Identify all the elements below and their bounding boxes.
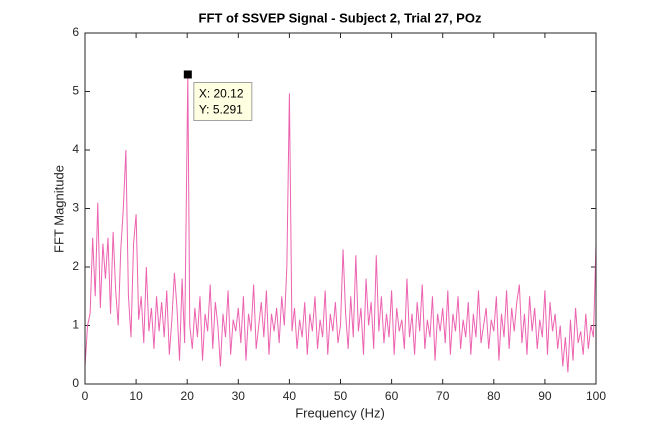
datatip-marker: [183, 70, 192, 79]
x-tick-label: 80: [487, 389, 501, 403]
plot-area: [85, 33, 596, 384]
x-tick-label: 60: [385, 389, 399, 403]
y-tick-label: 5: [72, 84, 79, 98]
x-tick-label: 90: [538, 389, 552, 403]
x-tick-label: 20: [181, 389, 195, 403]
y-tick-label: 2: [72, 259, 79, 273]
x-tick-label: 100: [586, 389, 606, 403]
y-tick-label: 4: [72, 142, 79, 156]
y-tick-label: 1: [72, 318, 79, 332]
x-tick-label: 10: [129, 389, 143, 403]
x-tick-label: 50: [334, 389, 348, 403]
y-tick-label: 6: [72, 25, 79, 39]
datatip-box: [193, 81, 253, 121]
y-tick-label: 3: [72, 201, 79, 215]
x-tick-label: 40: [283, 389, 297, 403]
axes-box: [84, 32, 597, 385]
datatip-y: Y: 5.291: [199, 103, 243, 117]
datatip-x: X: 20.12: [199, 87, 244, 101]
x-tick-label: 70: [436, 389, 450, 403]
y-axis-label: FFT Magnitude: [51, 165, 66, 253]
chart-title: FFT of SSVEP Signal - Subject 2, Trial 2…: [199, 10, 482, 25]
y-tick-label: 0: [72, 376, 79, 390]
x-tick-label: 30: [232, 389, 246, 403]
x-axis-label: Frequency (Hz): [295, 405, 385, 420]
x-tick-label: 0: [82, 389, 89, 403]
spectrum-line: [84, 74, 597, 373]
